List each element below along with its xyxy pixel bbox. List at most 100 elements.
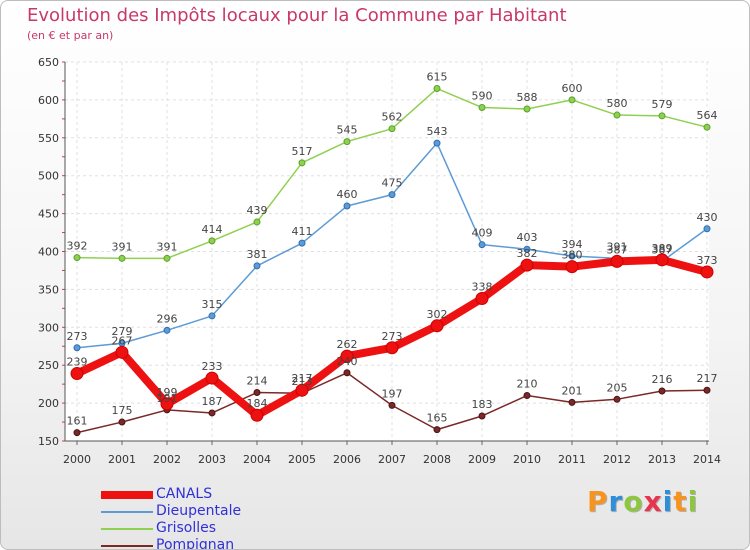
data-label-canals: 373 [697,254,718,267]
data-point-canals [565,260,579,274]
data-label-dieupentale: 381 [247,248,268,261]
data-point-dieupentale [343,202,351,210]
data-point-canals [70,367,84,381]
x-tick-label: 2000 [63,453,91,466]
data-point-canals [250,408,264,422]
data-point-grisolles [433,85,441,93]
x-tick-label: 2006 [333,453,361,466]
data-label-dieupentale: 273 [67,330,88,343]
data-label-grisolles: 590 [472,89,493,102]
logo-letter: t [673,485,688,518]
y-tick-label: 600 [38,94,59,107]
data-label-grisolles: 615 [427,71,448,84]
data-label-pompignan: 214 [247,374,268,387]
data-label-dieupentale: 411 [292,225,313,238]
data-point-grisolles [703,123,711,131]
data-point-dieupentale [73,344,81,352]
x-tick-label: 2013 [648,453,676,466]
y-tick-label: 150 [38,435,59,448]
legend-swatch [101,528,153,530]
data-point-canals [520,258,534,272]
data-label-pompignan: 213 [292,375,313,388]
data-point-dieupentale [433,139,441,147]
logo-letter: i [687,485,699,518]
proxiti-logo: Proxiti [587,485,698,518]
x-tick-label: 2005 [288,453,316,466]
data-point-grisolles [568,96,576,104]
data-label-grisolles: 564 [697,109,718,122]
axes: 150 200 250 300 350 400 450 500 550 600 650 2000 200… [38,56,721,466]
x-tick-label: 2009 [468,453,496,466]
x-tick-label: 2014 [693,453,721,466]
data-label-pompignan: 210 [517,378,538,391]
data-point-dieupentale [478,241,486,249]
chart-subtitle: (en € et par an) [27,29,114,42]
y-tick-label: 450 [38,208,59,221]
data-point-pompignan [613,395,621,403]
data-label-grisolles: 600 [562,82,583,95]
data-label-canals: 217 [292,372,313,385]
data-label-canals: 239 [67,356,88,369]
logo-letter: P [587,485,609,518]
x-tick-label: 2010 [513,453,541,466]
data-point-canals [115,345,129,359]
data-label-pompignan: 187 [202,395,223,408]
chart-title: Evolution des Impôts locaux pour la Comm… [27,5,567,26]
data-label-canals: 382 [517,247,538,260]
data-point-grisolles [613,111,621,119]
logo-letter: i [662,485,674,518]
data-point-grisolles [523,105,531,113]
x-tick-label: 2002 [153,453,181,466]
data-label-dieupentale: 387 [652,243,673,256]
data-label-dieupentale: 403 [517,231,538,244]
data-point-grisolles [343,138,351,146]
y-tick-label: 350 [38,283,59,296]
data-label-pompignan: 191 [157,392,178,405]
y-tick-label: 650 [38,56,59,69]
data-label-grisolles: 588 [517,91,538,104]
data-point-grisolles [658,112,666,120]
data-point-grisolles [73,254,81,262]
data-label-grisolles: 545 [337,124,358,137]
data-label-grisolles: 391 [112,240,133,253]
legend-label: Grisolles [156,520,217,536]
x-tick-label: 2008 [423,453,451,466]
data-point-pompignan [568,398,576,406]
data-point-pompignan [343,369,351,377]
y-tick-label: 200 [38,397,59,410]
data-label-dieupentale: 391 [607,240,628,253]
data-point-canals [610,254,624,268]
data-point-grisolles [253,218,261,226]
data-label-grisolles: 562 [382,111,403,124]
data-label-dieupentale: 430 [697,211,718,224]
data-point-dieupentale [388,191,396,199]
data-label-pompignan: 183 [472,398,493,411]
x-tick-label: 2004 [243,453,271,466]
data-point-pompignan [118,418,126,426]
data-point-canals [385,341,399,355]
x-tick-label: 2001 [108,453,136,466]
logo-letter: r [608,485,624,518]
data-label-canals: 273 [382,330,403,343]
x-tick-label: 2012 [603,453,631,466]
data-label-canals: 199 [157,386,178,399]
data-label-dieupentale: 409 [472,227,493,240]
data-label-canals: 267 [112,334,133,347]
data-label-pompignan: 175 [112,404,133,417]
data-point-canals [295,383,309,397]
data-label-dieupentale: 296 [157,312,178,325]
data-point-pompignan [523,392,531,400]
data-label-canals: 262 [337,338,358,351]
y-tick-label: 300 [38,321,59,334]
data-label-canals: 387 [607,243,628,256]
data-label-grisolles: 579 [652,98,673,111]
data-point-grisolles [208,237,216,245]
data-label-canals: 184 [247,397,268,410]
data-label-dieupentale: 460 [337,188,358,201]
data-point-canals [430,319,444,333]
data-label-dieupentale: 315 [202,298,223,311]
legend-swatch [101,491,153,499]
data-label-pompignan: 217 [697,372,718,385]
data-label-dieupentale: 394 [562,238,583,251]
